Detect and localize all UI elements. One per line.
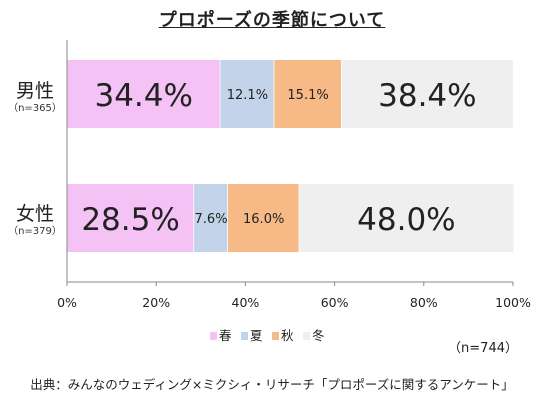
legend-label: 冬 bbox=[312, 328, 325, 343]
legend-swatch bbox=[272, 332, 279, 340]
category-label-male: 男性 （n=365） bbox=[6, 80, 64, 116]
x-tick-label: 100% bbox=[495, 295, 531, 310]
data-label: 48.0% bbox=[357, 202, 455, 238]
category-sample-size: （n=365） bbox=[8, 103, 62, 114]
source-citation: 出典：みんなのウェディング×ミクシィ・リサーチ「プロポーズに関するアンケート」 bbox=[30, 377, 514, 392]
legend-swatch bbox=[303, 332, 310, 340]
legend-label: 秋 bbox=[281, 328, 294, 343]
legend-swatch bbox=[241, 332, 248, 340]
x-tick-label: 20% bbox=[142, 295, 170, 310]
data-label: 12.1% bbox=[227, 88, 268, 103]
bar-segment-0-1 bbox=[220, 60, 275, 128]
data-label: 28.5% bbox=[81, 202, 179, 238]
bar-segment-0-3 bbox=[341, 60, 513, 128]
sample-size-note: （n=744） bbox=[448, 341, 518, 356]
bar-segment-0-2 bbox=[274, 60, 342, 128]
data-label: 38.4% bbox=[378, 78, 476, 114]
legend-swatch bbox=[210, 332, 217, 340]
category-name: 女性 bbox=[15, 203, 54, 225]
data-label: 7.6% bbox=[195, 212, 228, 227]
x-tick-label: 40% bbox=[232, 295, 260, 310]
bar-segment-1-0 bbox=[67, 184, 195, 252]
legend-label: 春 bbox=[219, 328, 232, 343]
category-label-female: 女性 （n=379） bbox=[6, 203, 64, 239]
category-name: 男性 bbox=[15, 80, 54, 102]
category-sample-size: （n=379） bbox=[8, 226, 62, 237]
x-tick-label: 60% bbox=[321, 295, 349, 310]
x-tick-label: 80% bbox=[410, 295, 438, 310]
chart-title: プロポーズの季節について bbox=[158, 10, 386, 31]
data-label: 15.1% bbox=[287, 88, 328, 103]
legend-label: 夏 bbox=[250, 328, 263, 343]
bar-segment-1-3 bbox=[299, 184, 514, 252]
data-label: 16.0% bbox=[243, 212, 284, 227]
data-label: 34.4% bbox=[94, 78, 192, 114]
bar-segment-1-1 bbox=[194, 184, 229, 252]
x-tick-label: 0% bbox=[57, 295, 77, 310]
bar-segment-0-0 bbox=[67, 60, 221, 128]
bar-segment-1-2 bbox=[228, 184, 300, 252]
